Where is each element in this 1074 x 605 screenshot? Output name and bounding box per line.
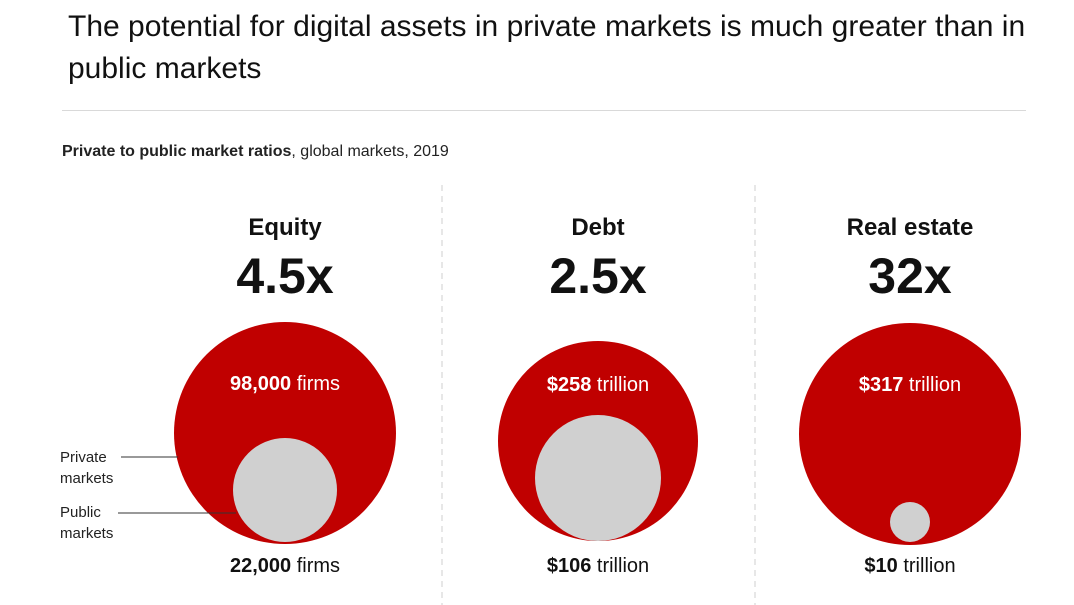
ratio-value-debt: 2.5x [549, 248, 647, 304]
ratio-value-equity: 4.5x [236, 248, 334, 304]
public-bubble-debt [535, 415, 661, 541]
private-value-label-real-estate: $317 trillion [859, 374, 961, 396]
legend-public-label: Public markets [60, 504, 113, 542]
private-value-label-debt: $258 trillion [547, 374, 649, 396]
category-title-equity: Equity [248, 214, 322, 241]
public-bubble-equity [233, 438, 337, 542]
public-value-label-equity: 22,000 firms [230, 555, 340, 577]
public-value-label-debt: $106 trillion [547, 555, 649, 577]
private-bubble-equity [174, 322, 396, 544]
divider-rule [62, 110, 1026, 111]
ratio-value-real-estate: 32x [868, 248, 952, 304]
category-title-debt: Debt [571, 214, 624, 241]
chart-subtitle: Private to public market ratios, global … [62, 143, 449, 161]
subtitle-bold: Private to public market ratios [62, 143, 292, 160]
private-value-label-equity: 98,000 firms [230, 373, 340, 395]
public-value-label-real-estate: $10 trillion [864, 555, 955, 577]
headline: The potential for digital assets in priv… [68, 10, 1026, 85]
subtitle-rest: , global markets, 2019 [291, 143, 449, 160]
category-title-real-estate: Real estate [847, 214, 974, 241]
legend-private-label: Private markets [60, 449, 113, 487]
public-bubble-real-estate [890, 502, 930, 542]
private-bubble-real-estate [799, 323, 1021, 545]
